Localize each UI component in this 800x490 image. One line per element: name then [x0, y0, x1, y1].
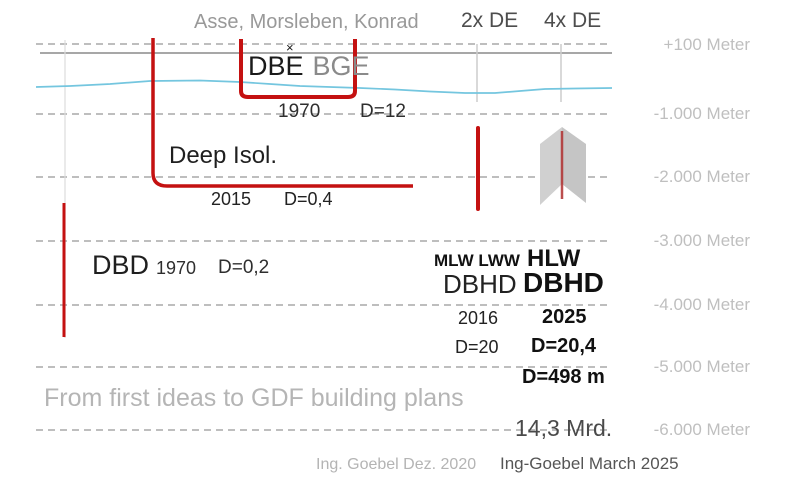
- deep-isolation-diameter: D=0,4: [284, 189, 333, 209]
- dbe-diameter: D=12: [360, 101, 406, 122]
- depth-label-minus4000: -4.000 Meter: [653, 295, 750, 314]
- dbe-year: 1970: [278, 101, 321, 122]
- depth-label-minus6000: -6.000 Meter: [653, 420, 750, 439]
- bge-name: BGE: [312, 51, 370, 81]
- dbe-bracket: [239, 39, 357, 99]
- dbhd-hlw-name: DBHD: [523, 267, 604, 298]
- label-4x-de: 4x DE: [544, 9, 602, 32]
- depth-label-minus3000: -3.000 Meter: [653, 231, 750, 250]
- dbd-name: DBD: [92, 250, 150, 280]
- dbhd-mlw-waste-class: MLW LWW: [434, 251, 520, 270]
- depth-label-minus5000: -5.000 Meter: [653, 357, 750, 376]
- dbhd-hlw-waste-class: HLW: [527, 245, 581, 272]
- dbhd-hlw-diameter: D=20,4: [531, 335, 597, 357]
- deep-isolation-name: Deep Isol.: [169, 142, 278, 169]
- dbd-year: 1970: [156, 258, 197, 278]
- caption-text: From first ideas to GDF building plans: [44, 384, 464, 412]
- dbhd-hlw-year: 2025: [542, 306, 587, 328]
- depth-gridlines: [36, 43, 612, 431]
- dbhd-mlw-name: DBHD: [443, 269, 517, 299]
- credit-2025: Ing-Goebel March 2025: [500, 454, 679, 473]
- dbhd-mlw-year: 2016: [458, 308, 499, 328]
- x-mark-icon: ×: [286, 40, 294, 55]
- chevron-right-face: [562, 127, 586, 203]
- depth-label-minus2000: -2.000 Meter: [653, 167, 750, 186]
- red-marks: [62, 38, 480, 337]
- chevron-left-face: [540, 127, 562, 205]
- dbe-name: DBE: [248, 51, 304, 81]
- depth-label-plus100: +100 Meter: [663, 35, 750, 54]
- deep-isolation-year: 2015: [211, 189, 252, 209]
- page-title: Asse, Morsleben, Konrad: [194, 11, 419, 33]
- dbe-bge-label: DBE BGE: [248, 53, 370, 80]
- label-2x-de: 2x DE: [461, 9, 519, 32]
- cost-label: 14,3 Mrd.: [515, 415, 613, 441]
- credit-2020: Ing. Goebel Dez. 2020: [316, 456, 477, 473]
- dbd-diameter: D=0,2: [218, 257, 270, 278]
- dbhd-hlw-depth: D=498 m: [522, 366, 605, 388]
- surface-water-line: [35, 79, 613, 94]
- dbhd-mlw-diameter: D=20: [455, 337, 499, 357]
- depth-label-minus1000: -1.000 Meter: [653, 104, 750, 123]
- deep-isolation-line: [151, 38, 413, 188]
- gray-chevron-marker: [540, 127, 586, 205]
